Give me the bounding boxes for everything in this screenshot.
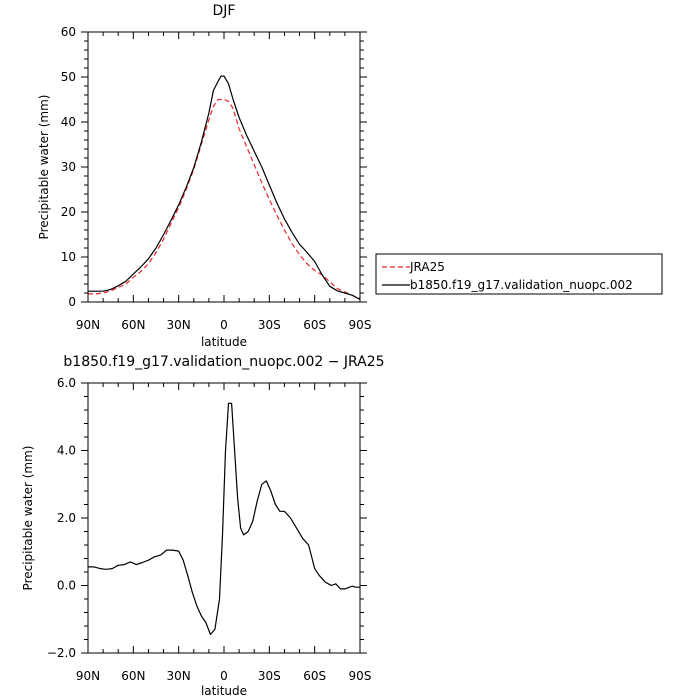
x-tick-label: 30N [167,669,191,683]
bottom-x-axis-label: latitude [201,684,247,698]
y-tick-label: 40 [61,115,76,129]
y-tick-label: 10 [61,250,76,264]
x-tick-label: 90S [349,318,372,332]
legend-box [375,253,663,295]
top-ticks [81,31,367,303]
top-panel: DJF 90N 60N 30N 0 30S 60S 90S 0 10 20 30 40 50 60 la… [37,3,663,349]
y-tick-label: 6.0 [57,376,76,390]
x-tick-label: 90S [349,669,372,683]
y-tick-label: 30 [61,160,76,174]
top-plot-frame [87,31,361,303]
y-tick-label: 4.0 [57,444,76,458]
top-y-tick-labels: 0 10 20 30 40 50 60 [61,25,76,309]
y-tick-label: 0 [68,295,76,309]
x-tick-label: 30S [258,669,281,683]
legend-label-model: b1850.f19_g17.validation_nuopc.002 [410,278,633,292]
bottom-plot-frame [87,382,361,654]
y-tick-label: 50 [61,70,76,84]
y-tick-label: 20 [61,205,76,219]
legend-label-jra25: JRA25 [409,260,445,274]
legend: JRA25 b1850.f19_g17.validation_nuopc.002 [375,253,663,295]
bottom-chart-title: b1850.f19_g17.validation_nuopc.002 − JRA… [63,354,384,370]
series-line-model [88,75,361,300]
y-tick-label: 0.0 [57,579,76,593]
y-tick-label: −2.0 [47,646,76,660]
bottom-ticks [81,382,367,654]
series-line-jra25 [88,98,361,299]
y-tick-label: 60 [61,25,76,39]
x-tick-label: 60N [121,669,145,683]
top-y-axis-label: Precipitable water (mm) [37,95,51,240]
x-tick-label: 60N [121,318,145,332]
x-tick-label: 0 [220,318,228,332]
bottom-panel: b1850.f19_g17.validation_nuopc.002 − JRA… [21,354,385,698]
bottom-series [88,402,360,636]
x-tick-label: 60S [303,318,326,332]
x-tick-label: 60S [303,669,326,683]
top-x-tick-labels: 90N 60N 30N 0 30S 60S 90S [76,318,372,332]
y-tick-label: 2.0 [57,511,76,525]
x-tick-label: 0 [220,669,228,683]
series-line-model [88,402,360,636]
x-tick-label: 90N [76,318,100,332]
top-chart-title: DJF [213,3,236,19]
x-tick-label: 30S [258,318,281,332]
x-tick-label: 30N [167,318,191,332]
top-x-axis-label: latitude [201,335,247,349]
top-series [88,75,361,300]
x-tick-label: 90N [76,669,100,683]
bottom-x-tick-labels: 90N 60N 30N 0 30S 60S 90S [76,669,372,683]
bottom-y-axis-label: Precipitable water (mm) [21,446,35,591]
bottom-y-tick-labels: −2.0 0.0 2.0 4.0 6.0 [47,376,76,660]
